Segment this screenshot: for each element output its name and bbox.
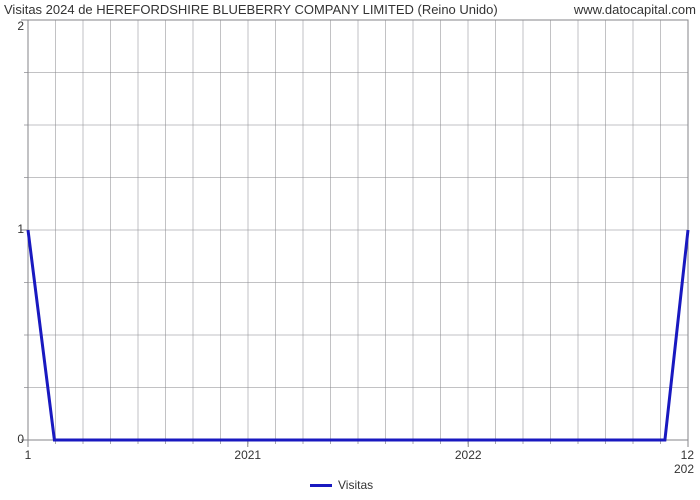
visits-chart: Visitas 2024 de HEREFORDSHIRE BLUEBERRY … — [0, 0, 700, 500]
legend-label: Visitas — [338, 478, 373, 492]
x-tick-label-2021: 2021 — [218, 448, 278, 462]
y-tick-label-2: 2 — [8, 19, 24, 33]
chart-legend: Visitas — [310, 478, 373, 492]
x-right-label: 12 202 — [664, 448, 694, 476]
x-tick-label-2022: 2022 — [438, 448, 498, 462]
y-tick-label-0: 0 — [8, 432, 24, 446]
x-left-label: 1 — [18, 448, 38, 462]
legend-swatch — [310, 484, 332, 487]
chart-plot — [0, 0, 700, 470]
y-tick-label-1: 1 — [8, 222, 24, 236]
